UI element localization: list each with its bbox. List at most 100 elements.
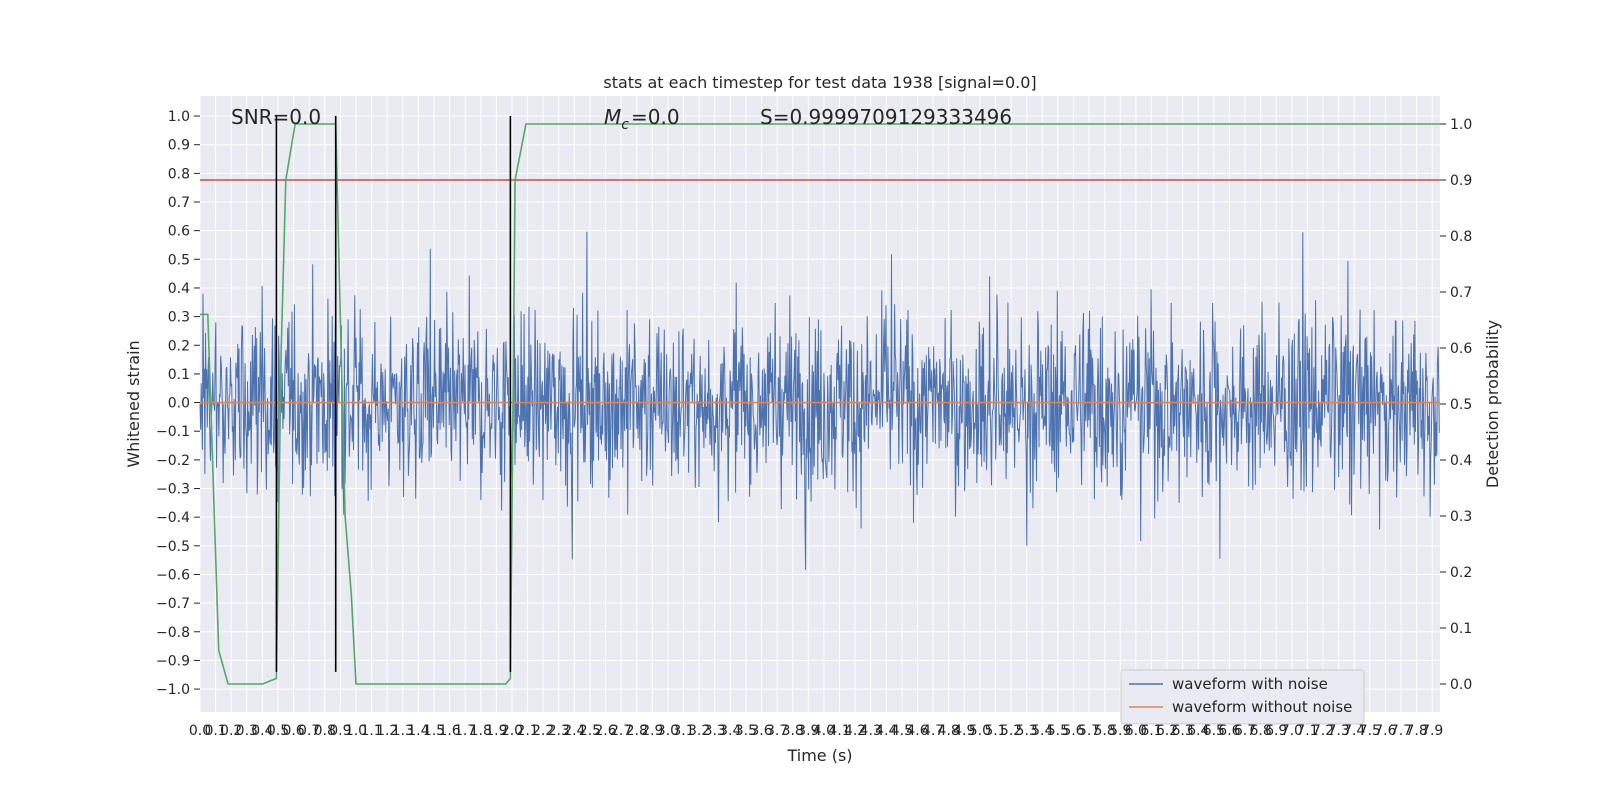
x-tick-label: 3.5	[735, 723, 757, 739]
x-tick-label: 1.7	[454, 723, 476, 739]
y-tick-label: −0.6	[156, 567, 190, 583]
x-tick-label: 1.5	[423, 723, 445, 739]
x-tick-label: 0.8	[314, 723, 336, 739]
x-tick-label: 7.0	[1281, 723, 1303, 739]
x-axis-ticks: 0.00.10.20.30.40.50.60.70.80.91.01.11.21…	[189, 723, 1443, 739]
y-tick-label: −1.0	[156, 682, 190, 698]
y-tick-label: −0.5	[156, 539, 190, 555]
y2-tick-label: 0.0	[1450, 677, 1472, 693]
x-tick-label: 2.2	[532, 723, 554, 739]
x-tick-label: 7.6	[1374, 723, 1396, 739]
x-tick-label: 5.4	[1031, 723, 1053, 739]
y-axis-ticks: −1.0 −0.9 −0.8 −0.7 −0.6 −0.5 −0.4 −0.3 −0.2 −0.1…	[156, 109, 200, 698]
x-tick-label: 6.9	[1265, 723, 1287, 739]
y2-tick-label: 1.0	[1450, 117, 1472, 133]
x-tick-label: 1.6	[438, 723, 460, 739]
x-tick-label: 3.7	[766, 723, 788, 739]
snr-annotation: SNR=0.0	[231, 105, 321, 129]
y-tick-label: −0.8	[156, 625, 190, 641]
series-detection-probability	[200, 123, 1440, 685]
x-tick-label: 6.3	[1172, 723, 1194, 739]
x-tick-label: 6.8	[1249, 723, 1271, 739]
y-tick-label: 0.8	[168, 166, 190, 182]
x-tick-label: 5.1	[984, 723, 1006, 739]
x-tick-label: 2.7	[610, 723, 632, 739]
x-tick-label: 4.7	[922, 723, 944, 739]
x-tick-label: 4.6	[906, 723, 928, 739]
y2-tick-label: 0.2	[1450, 565, 1472, 581]
y2-tick-label: 0.4	[1450, 453, 1472, 469]
y-tick-label: −0.9	[156, 653, 190, 669]
x-tick-label: 2.9	[641, 723, 663, 739]
x-tick-label: 7.1	[1296, 723, 1318, 739]
y-axis-label: Whitened strain	[124, 340, 143, 467]
legend-box	[1120, 669, 1365, 725]
x-tick-label: 7.9	[1421, 723, 1443, 739]
x-tick-label: 2.6	[594, 723, 616, 739]
y-tick-label: 0.9	[168, 138, 190, 154]
x-tick-label: 5.8	[1094, 723, 1116, 739]
x-tick-label: 0.9	[329, 723, 351, 739]
x-tick-label: 5.5	[1047, 723, 1069, 739]
y2-tick-label: 0.8	[1450, 229, 1472, 245]
x-tick-label: 3.6	[750, 723, 772, 739]
y2-tick-label: 0.5	[1450, 397, 1472, 413]
y2-tick-label: 0.6	[1450, 341, 1472, 357]
x-tick-label: 7.7	[1390, 723, 1412, 739]
y-tick-label: 0.5	[168, 252, 190, 268]
x-tick-label: 4.0	[813, 723, 835, 739]
y-tick-label: −0.1	[156, 424, 190, 440]
x-tick-label: 6.5	[1203, 723, 1225, 739]
x-tick-label: 4.3	[860, 723, 882, 739]
x-tick-label: 3.4	[719, 723, 741, 739]
x-tick-label: 1.8	[470, 723, 492, 739]
mc-annotation: =0.0	[631, 105, 680, 129]
y-tick-label: −0.7	[156, 596, 190, 612]
legend-label-waveform-with-noise: waveform with noise	[1172, 675, 1328, 693]
x-tick-label: 7.5	[1359, 723, 1381, 739]
x-tick-label: 0.0	[189, 723, 211, 739]
x-tick-label: 0.3	[236, 723, 258, 739]
x-tick-label: 2.4	[563, 723, 585, 739]
x-tick-label: 6.0	[1125, 723, 1147, 739]
x-tick-label: 0.5	[267, 723, 289, 739]
legend-label-waveform-without-noise: waveform without noise	[1172, 698, 1352, 716]
waveform-with-noise-trace	[199, 231, 1440, 570]
x-tick-label: 1.2	[376, 723, 398, 739]
x-tick-label: 7.2	[1312, 723, 1334, 739]
x-tick-label: 5.6	[1062, 723, 1084, 739]
x-tick-label: 6.7	[1234, 723, 1256, 739]
chart-title: stats at each timestep for test data 193…	[603, 73, 1036, 92]
x-tick-label: 6.4	[1187, 723, 1209, 739]
y-tick-label: −0.4	[156, 510, 190, 526]
x-tick-label: 4.4	[875, 723, 897, 739]
y2-tick-label: 0.3	[1450, 509, 1472, 525]
x-tick-label: 2.5	[579, 723, 601, 739]
x-tick-label: 3.3	[704, 723, 726, 739]
y-tick-label: 0.6	[168, 224, 190, 240]
y2-tick-label: 0.7	[1450, 285, 1472, 301]
x-tick-label: 4.8	[938, 723, 960, 739]
x-tick-label: 1.1	[360, 723, 382, 739]
x-tick-label: 1.3	[392, 723, 414, 739]
y-tick-label: −0.2	[156, 453, 190, 469]
y-tick-label: 0.2	[168, 338, 190, 354]
x-tick-label: 2.0	[501, 723, 523, 739]
y-tick-label: −0.3	[156, 482, 190, 498]
x-tick-label: 0.1	[204, 723, 226, 739]
x-tick-label: 4.2	[844, 723, 866, 739]
y2-tick-label: 0.1	[1450, 621, 1472, 637]
x-tick-label: 3.0	[657, 723, 679, 739]
x-axis-label: Time (s)	[786, 746, 852, 765]
x-tick-label: 0.7	[298, 723, 320, 739]
x-tick-label: 4.5	[891, 723, 913, 739]
x-tick-label: 5.9	[1109, 723, 1131, 739]
x-tick-label: 0.4	[251, 723, 273, 739]
x-tick-label: 6.2	[1156, 723, 1178, 739]
x-tick-label: 2.3	[548, 723, 570, 739]
y2-axis-label: Detection probability	[1483, 320, 1502, 488]
x-tick-label: 0.6	[282, 723, 304, 739]
x-tick-label: 1.0	[345, 723, 367, 739]
x-tick-label: 2.8	[626, 723, 648, 739]
